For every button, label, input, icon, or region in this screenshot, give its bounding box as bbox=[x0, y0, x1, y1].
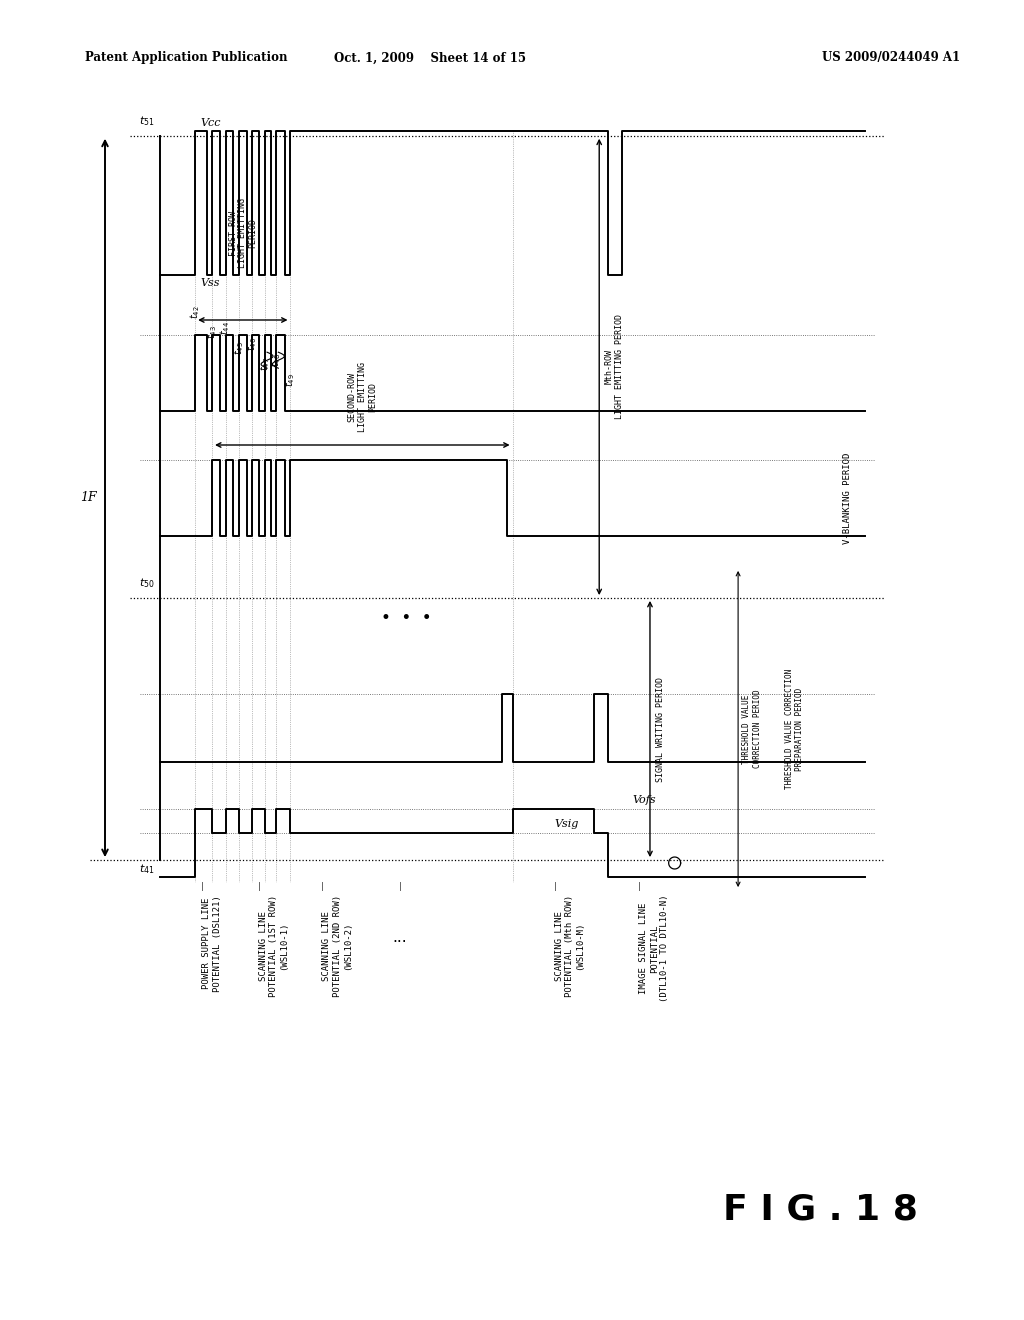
Text: THRESHOLD VALUE CORRECTION
PREPARATION PERIOD: THRESHOLD VALUE CORRECTION PREPARATION P… bbox=[784, 669, 804, 789]
Text: POWER SUPPLY LINE
POTENTIAL (DSL121): POWER SUPPLY LINE POTENTIAL (DSL121) bbox=[203, 895, 222, 991]
Text: $t_{45}$: $t_{45}$ bbox=[232, 341, 246, 355]
Text: 1F: 1F bbox=[80, 491, 97, 504]
Text: $t_{46}$: $t_{46}$ bbox=[246, 337, 259, 351]
Text: Vcc: Vcc bbox=[201, 117, 221, 128]
Text: SCANNING LINE
POTENTIAL (1ST ROW)
(WSL10-1): SCANNING LINE POTENTIAL (1ST ROW) (WSL10… bbox=[259, 895, 289, 997]
Text: $t_{49}$: $t_{49}$ bbox=[284, 374, 297, 387]
Text: $t_{42}$: $t_{42}$ bbox=[188, 305, 202, 319]
Text: •  •  •: • • • bbox=[381, 609, 432, 627]
Text: THRESHOLD VALUE
CORRECTION PERIOD: THRESHOLD VALUE CORRECTION PERIOD bbox=[742, 689, 762, 768]
Text: $t_{48}$: $t_{48}$ bbox=[269, 354, 284, 367]
Text: V-BLANKING PERIOD: V-BLANKING PERIOD bbox=[843, 453, 852, 544]
Text: Oct. 1, 2009    Sheet 14 of 15: Oct. 1, 2009 Sheet 14 of 15 bbox=[334, 51, 526, 65]
Text: $t_{50}$: $t_{50}$ bbox=[139, 577, 155, 590]
Text: Vsig: Vsig bbox=[555, 818, 580, 829]
Text: F I G . 1 8: F I G . 1 8 bbox=[723, 1193, 918, 1228]
Text: Vofs: Vofs bbox=[633, 795, 656, 805]
Text: $t_{44}$: $t_{44}$ bbox=[219, 321, 232, 335]
Text: $t_{43}$: $t_{43}$ bbox=[205, 325, 219, 339]
Text: ...: ... bbox=[392, 931, 407, 945]
Text: $t_{51}$: $t_{51}$ bbox=[139, 114, 155, 128]
Text: $t_{47}$: $t_{47}$ bbox=[258, 358, 272, 371]
Text: SIGNAL WRITING PERIOD: SIGNAL WRITING PERIOD bbox=[656, 676, 665, 781]
Text: Mth-ROW
LIGHT EMITTING PERIOD: Mth-ROW LIGHT EMITTING PERIOD bbox=[605, 314, 625, 420]
Text: FIRST-ROW
LIGHT EMITTING
PERIOD: FIRST-ROW LIGHT EMITTING PERIOD bbox=[228, 198, 258, 268]
Text: Patent Application Publication: Patent Application Publication bbox=[85, 51, 288, 65]
Text: US 2009/0244049 A1: US 2009/0244049 A1 bbox=[822, 51, 961, 65]
Text: SECOND-ROW
LIGHT EMITTING
PERIOD: SECOND-ROW LIGHT EMITTING PERIOD bbox=[347, 363, 377, 433]
Text: IMAGE SIGNAL LINE
POTENTIAL
(DTL10-1 TO DTL10-N): IMAGE SIGNAL LINE POTENTIAL (DTL10-1 TO … bbox=[639, 895, 670, 1002]
Text: SCANNING LINE
POTENTIAL (Mth ROW)
(WSL10-M): SCANNING LINE POTENTIAL (Mth ROW) (WSL10… bbox=[555, 895, 585, 997]
Text: $t_{41}$: $t_{41}$ bbox=[139, 862, 155, 875]
Text: SCANNING LINE
POTENTIAL (2ND ROW)
(WSL10-2): SCANNING LINE POTENTIAL (2ND ROW) (WSL10… bbox=[323, 895, 352, 997]
Text: Vss: Vss bbox=[201, 279, 220, 288]
